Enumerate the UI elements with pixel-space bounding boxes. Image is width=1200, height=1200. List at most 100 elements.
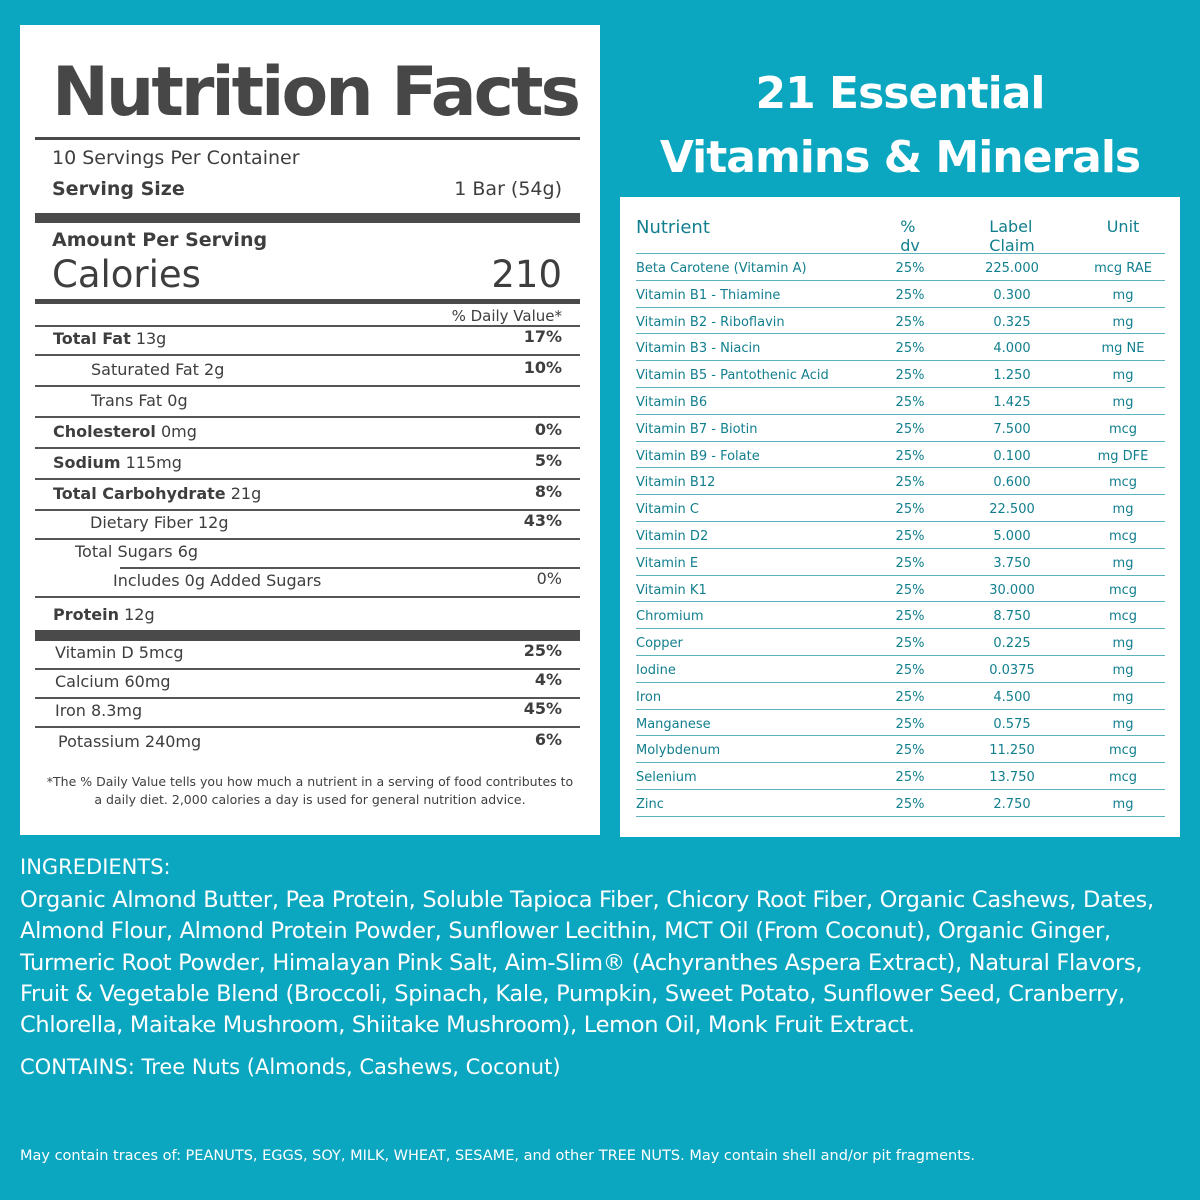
cell: 25%	[895, 341, 925, 357]
calories-label: Calories	[52, 253, 201, 296]
nutrient: Vitamin B9 - Folate	[636, 448, 760, 464]
vitamin-row: Vitamin B1 - Thiamine 25% 0.300 mg	[636, 281, 1165, 308]
vitamin-row: Vitamin B12 25% 0.600 mcg	[636, 468, 1165, 496]
nutrient: Vitamin B3 - Niacin	[636, 341, 761, 357]
vitamin-row: Chromium 25% 8.750 mcg	[636, 602, 1165, 630]
dv: 0%	[536, 569, 562, 588]
vitamin-row: Manganese 25% 0.575 mg	[636, 710, 1165, 737]
thick-rule	[35, 630, 580, 641]
vitamin-row: Vitamin K1 25% 30.000 mcg	[636, 576, 1165, 603]
nf-title: Nutrition Facts	[52, 53, 581, 132]
nutrient: Vitamin E	[636, 555, 699, 571]
cell: mg	[1112, 636, 1134, 652]
title-line: Vitamins & Minerals	[659, 132, 1141, 183]
col-header-text: Unit	[1106, 217, 1140, 236]
nutrient: Beta Carotene (Vitamin A)	[636, 261, 807, 276]
serving-size-label: Serving Size	[52, 178, 185, 200]
footnote: *The % Daily Value tells you how much a …	[46, 774, 574, 807]
nutrient-row: Dietary Fiber 12g 43%	[35, 511, 580, 540]
name: Total Carbohydrate	[53, 484, 226, 503]
nutrient-row: Trans Fat 0g	[35, 387, 580, 418]
name: Saturated Fat	[91, 360, 199, 379]
nutrient: Chromium	[636, 609, 704, 625]
cell: 0.100	[993, 448, 1031, 464]
name: Dietary Fiber	[90, 513, 193, 532]
vitamin-row: Vitamin B5 - Pantothenic Acid 25% 1.250 mg	[636, 361, 1165, 388]
nutrient: Vitamin D2	[636, 529, 709, 544]
nutrient: Vitamin B1 - Thiamine	[636, 287, 781, 303]
cell: 0.300	[993, 287, 1031, 303]
cell: 25%	[895, 529, 925, 544]
cell: mg DFE	[1097, 448, 1149, 464]
nutrient-row: Total Fat 13g 17%	[35, 325, 580, 356]
name: Protein	[53, 605, 119, 624]
cell: 25%	[895, 636, 925, 652]
cell: mg	[1112, 555, 1134, 571]
dv: 4%	[534, 670, 562, 689]
cell: 3.750	[993, 555, 1031, 571]
amount: 5mcg	[138, 643, 184, 662]
nutrient: Vitamin B2 - Riboflavin	[636, 314, 785, 330]
cell: 25%	[895, 743, 925, 759]
cell: 1.250	[993, 368, 1031, 384]
cell: mcg	[1108, 582, 1138, 598]
cell: mg	[1112, 368, 1134, 384]
name: Potassium	[58, 732, 140, 751]
cell: 2.750	[993, 797, 1031, 812]
cell: 4.500	[993, 689, 1031, 705]
vitamins-title: 21 Essential Vitamins & Minerals	[620, 62, 1180, 190]
micro-row: Calcium 60mg 4%	[35, 670, 580, 699]
name: Cholesterol	[53, 422, 156, 441]
header-rule	[636, 227, 1165, 254]
cell: mg	[1112, 314, 1134, 330]
micro-name: Vitamin D 5mcg	[55, 643, 184, 662]
cell: mcg	[1108, 743, 1138, 759]
nutrient: Iron	[636, 689, 662, 705]
cell: 0.325	[993, 314, 1031, 330]
amount: 2g	[204, 360, 225, 379]
title-line: 21 Essential	[755, 68, 1045, 119]
cell: 11.250	[989, 743, 1035, 759]
vitamin-row: Vitamin E 25% 3.750 mg	[636, 549, 1165, 576]
name: Sodium	[53, 453, 121, 472]
nutrient-row: Total Carbohydrate 21g 8%	[35, 480, 580, 511]
cell: 8.750	[993, 609, 1031, 625]
amount: 13g	[135, 329, 167, 348]
vitamin-row: Zinc 25% 2.750 mg	[636, 790, 1165, 817]
cell: mg	[1112, 663, 1134, 678]
amount: 0mg	[160, 422, 197, 441]
nutrition-facts-panel: Nutrition Facts 10 Servings Per Containe…	[20, 25, 600, 835]
cell: mcg	[1108, 529, 1138, 544]
vitamin-row: Vitamin B6 25% 1.425 mg	[636, 388, 1165, 415]
name: Calcium	[55, 672, 120, 691]
amount: 240mg	[144, 732, 202, 751]
amount: 115mg	[125, 453, 182, 472]
micro-name: Potassium 240mg	[58, 732, 201, 751]
cell: mg NE	[1101, 341, 1145, 357]
name: Trans Fat	[91, 391, 163, 410]
cell: 25%	[895, 582, 925, 598]
cell: mg	[1112, 287, 1134, 303]
vitamin-row: Vitamin B7 - Biotin 25% 7.500 mcg	[636, 415, 1165, 442]
vitamin-row: Vitamin B2 - Riboflavin 25% 0.325 mg	[636, 308, 1165, 335]
cell: 25%	[895, 689, 925, 705]
amount-per-serving: Amount Per Serving	[52, 229, 268, 251]
vitamin-row: Vitamin B9 - Folate 25% 0.100 mg DFE	[636, 442, 1165, 469]
cell: mcg	[1108, 475, 1138, 491]
cell: 4.000	[993, 341, 1031, 357]
nutrient: Vitamin B6	[636, 395, 708, 410]
nutrient-row: Cholesterol 0mg 0%	[35, 418, 580, 449]
cell: mg	[1112, 502, 1134, 518]
cell: mg	[1112, 716, 1134, 732]
nutrient: Zinc	[636, 797, 664, 812]
dv: 45%	[523, 699, 562, 718]
micro-name: Iron 8.3mg	[55, 701, 142, 720]
contains-label: CONTAINS:	[20, 1055, 135, 1080]
cell: 25%	[895, 770, 925, 786]
dv: 43%	[523, 511, 562, 530]
nutrient: Selenium	[636, 770, 697, 786]
calories: 210	[491, 253, 562, 296]
nutrient: Vitamin K1	[636, 582, 707, 598]
cell: 0.225	[993, 636, 1031, 652]
